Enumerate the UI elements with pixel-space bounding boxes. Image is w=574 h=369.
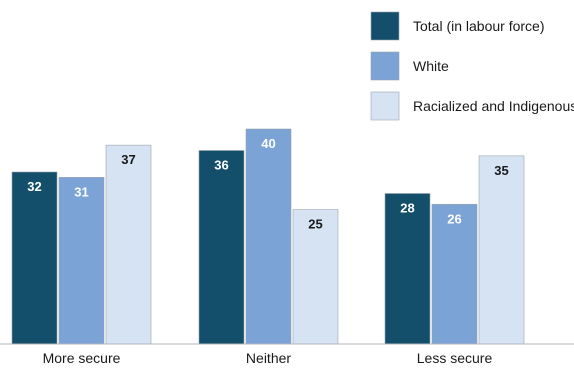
legend-swatch-2: [370, 91, 400, 121]
bar-0-2: [105, 144, 152, 345]
legend-item-2: Racialized and Indigenous: [370, 91, 574, 121]
bar-group-1: 36 40 25: [198, 128, 339, 345]
bar-group-2: 28 26 35: [384, 155, 525, 345]
data-label-2-2: 35: [494, 163, 508, 178]
x-axis-labels: More secure Neither Less secure: [43, 350, 493, 366]
x-tick-label-2: Less secure: [417, 350, 493, 366]
plot-area: 32 31 37 36 40 25 28 26 35: [11, 128, 525, 345]
legend: Total (in labour force) White Racialized a…: [370, 11, 574, 121]
legend-swatch-0: [370, 11, 400, 41]
data-label-1-1: 40: [261, 136, 275, 151]
data-label-1-0: 36: [214, 158, 228, 173]
legend-swatch-1: [370, 51, 400, 81]
bar-1-1: [245, 128, 292, 345]
data-label-0-0: 32: [27, 179, 41, 194]
bar-2-1: [431, 203, 478, 345]
bar-1-2: [292, 209, 339, 345]
bar-0-0: [11, 171, 58, 345]
data-label-0-1: 31: [74, 184, 88, 199]
legend-label-0: Total (in labour force): [413, 18, 545, 34]
data-label-1-2: 25: [308, 217, 322, 232]
bar-2-2: [478, 155, 525, 345]
bar-0-1: [58, 177, 105, 345]
x-tick-label-0: More secure: [43, 350, 121, 366]
bar-group-0: 32 31 37: [11, 144, 152, 345]
legend-item-1: White: [370, 51, 449, 81]
data-label-2-1: 26: [447, 211, 461, 226]
bar-2-0: [384, 193, 431, 345]
legend-label-2: Racialized and Indigenous: [413, 98, 574, 114]
bar-1-0: [198, 150, 245, 345]
legend-label-1: White: [413, 58, 449, 74]
x-tick-label-1: Neither: [246, 350, 291, 366]
data-label-0-2: 37: [121, 152, 135, 167]
data-label-2-0: 28: [400, 201, 414, 216]
legend-item-0: Total (in labour force): [370, 11, 545, 41]
